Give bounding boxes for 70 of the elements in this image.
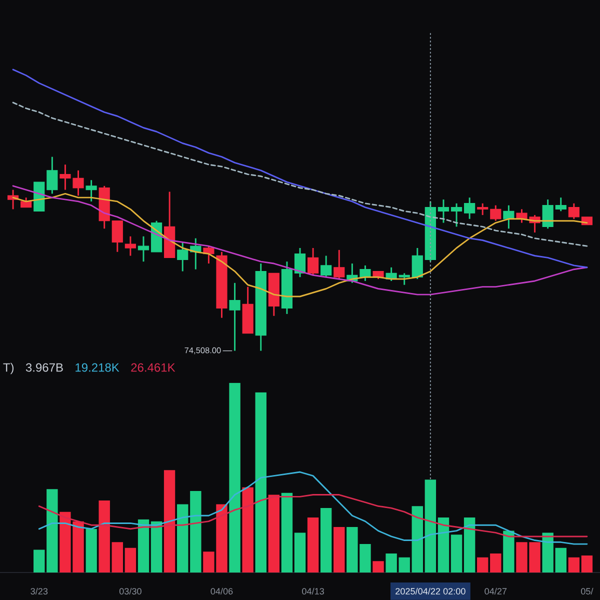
text: T) [3,362,14,374]
bar [542,532,554,572]
bar [320,508,332,572]
candlestick [229,282,240,352]
bar [281,492,293,572]
x-tick-label: 3/23 [30,588,48,594]
x-tick-label: 04/27 [484,588,507,594]
candlestick [320,255,332,278]
bar [86,528,97,572]
candlestick [307,247,319,276]
candlestick [124,236,136,256]
bar [477,557,488,572]
bar [372,561,384,572]
bar [503,530,514,572]
legend-label: 19.218K [76,363,120,372]
candlestick [412,247,423,280]
bar [412,506,423,572]
bar [164,470,176,572]
bar [268,494,280,572]
bar [581,555,593,572]
x-tick-label: 2025/04/22 02:00 [396,588,466,594]
bar [46,489,58,572]
candlestick [490,204,502,222]
candlestick [20,196,32,208]
bar [334,527,345,572]
candlestick [177,241,188,272]
bar [60,512,71,572]
candlestick [477,202,488,216]
candlestick [112,220,123,253]
bar [124,548,136,572]
candlestick [555,196,566,212]
bar [138,519,150,572]
bar [190,490,202,572]
bar [229,382,240,572]
candlestick [438,198,450,224]
candlestick [464,196,476,220]
bar [255,392,266,572]
candlestick [334,249,345,280]
bar [464,518,476,572]
bar [150,521,162,572]
candlestick [86,179,97,202]
candlestick [138,236,150,262]
candlestick [294,247,306,278]
candlestick [542,198,554,230]
legend-label: 26.461K [131,363,176,372]
bar [72,521,84,572]
x-tick-label: 04/13 [302,588,324,594]
candlestick [46,156,58,194]
text: 3.967B [26,363,63,372]
candlestick [360,264,371,282]
bar [555,548,566,572]
bar [307,518,319,572]
annotation: 74,508.00 [184,347,221,354]
bar [568,557,580,572]
bar [177,504,188,572]
bar [424,480,436,572]
x-tick-label: 04/06 [210,588,233,594]
bar [34,550,45,572]
bar [112,542,123,572]
bar [294,532,306,572]
candlestick [398,272,410,286]
bar [242,487,254,572]
bar [98,500,110,572]
bar [490,554,502,572]
x-tick-label: 03/30 [119,588,142,594]
bar [450,534,462,572]
candlestick [450,202,462,228]
x-tick-label: 05/ [581,588,594,594]
bar [438,518,450,572]
candlestick [568,202,580,220]
